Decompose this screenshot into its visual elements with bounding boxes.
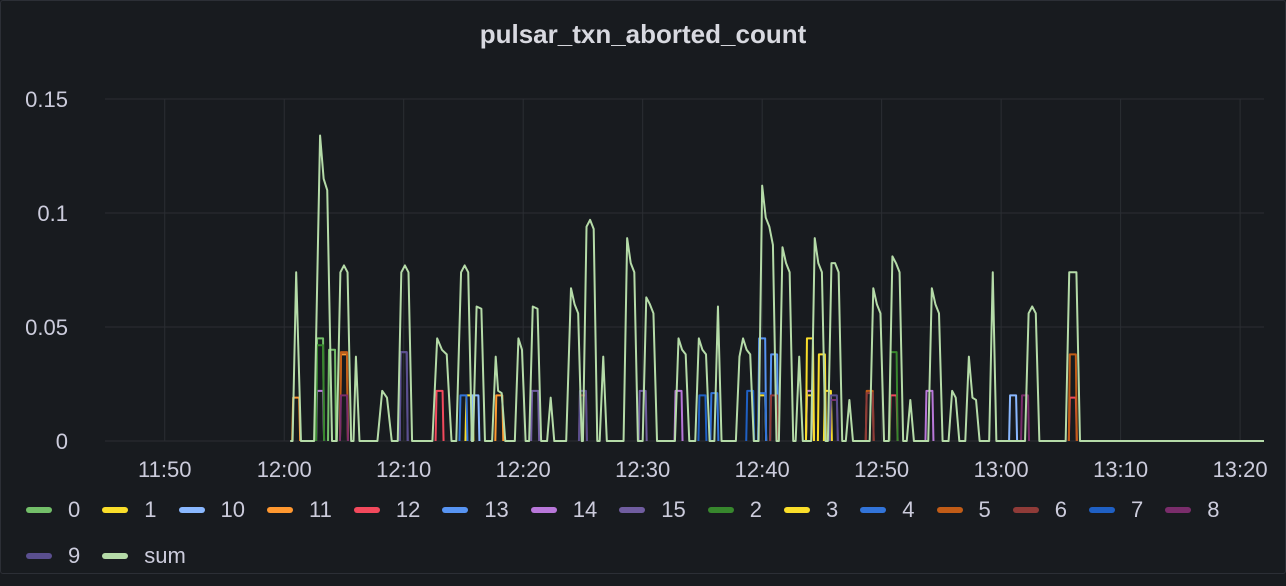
legend-item-4[interactable]: 4 — [860, 494, 915, 526]
legend-label: 1 — [144, 497, 157, 522]
legend-label: 14 — [572, 497, 598, 522]
legend-swatch — [266, 507, 293, 513]
series-line-2 — [315, 344, 326, 442]
series-line-6 — [864, 392, 875, 442]
legend-label: 3 — [826, 497, 839, 522]
x-tick-label: 13:10 — [1093, 457, 1148, 482]
series-line-5 — [1067, 353, 1078, 442]
legend-label: 10 — [220, 497, 245, 522]
legend-item-10[interactable]: 10 — [178, 494, 245, 526]
legend-swatch — [936, 507, 963, 513]
chart-legend: 0 1 10 11 12 13 14 15 2 3 4 5 6 7 8 9 sum — [26, 494, 1276, 586]
legend-swatch — [784, 507, 811, 513]
legend-item-0[interactable]: 0 — [26, 494, 80, 526]
x-tick-label: 12:50 — [854, 457, 909, 482]
y-axis: 0 0.05 0.1 0.15 — [25, 87, 68, 454]
y-tick-label: 0.05 — [25, 315, 68, 340]
legend-item-3[interactable]: 3 — [784, 494, 838, 526]
legend-swatch — [26, 507, 52, 513]
legend-item-15[interactable]: 15 — [619, 494, 686, 526]
legend-label: 4 — [902, 497, 915, 522]
legend-item-6[interactable]: 6 — [1012, 494, 1068, 526]
x-tick-label: 13:20 — [1213, 457, 1268, 482]
series-line-9 — [828, 394, 839, 442]
y-tick-label: 0 — [56, 429, 68, 454]
legend-swatch — [102, 507, 129, 513]
legend-label: 8 — [1207, 497, 1220, 522]
legend-item-13[interactable]: 13 — [442, 494, 509, 526]
series-line-10 — [1008, 394, 1019, 442]
legend-swatch — [1089, 507, 1116, 513]
legend-item-5[interactable]: 5 — [936, 494, 991, 526]
legend-label: 15 — [661, 497, 686, 522]
legend-label: 7 — [1131, 497, 1144, 522]
legend-swatch — [1012, 507, 1039, 513]
x-tick-label: 12:20 — [496, 457, 551, 482]
legend-swatch — [1165, 507, 1192, 513]
series-lines — [290, 134, 1264, 442]
legend-swatch — [178, 507, 205, 513]
series-line-7 — [697, 394, 708, 442]
legend-item-11[interactable]: 11 — [266, 494, 332, 526]
chart-plot-area: 0 0.05 0.1 0.15 11:50 12:00 12:10 12:20 12:30 12… — [25, 87, 1268, 482]
legend-label: 11 — [308, 497, 332, 522]
legend-item-sum[interactable]: sum — [102, 540, 186, 572]
legend-swatch — [102, 553, 129, 559]
series-line-9 — [398, 351, 409, 442]
legend-label: 6 — [1054, 497, 1068, 522]
legend-item-2[interactable]: 2 — [707, 494, 763, 526]
legend-item-14[interactable]: 14 — [530, 494, 598, 526]
legend-item-9[interactable]: 9 — [26, 540, 80, 572]
x-tick-label: 12:40 — [735, 457, 790, 482]
legend-label: 13 — [484, 497, 509, 522]
legend-swatch — [707, 507, 734, 513]
series-line-3 — [804, 337, 815, 442]
series-line-4 — [458, 394, 469, 442]
x-tick-label: 12:30 — [615, 457, 670, 482]
legend-swatch — [860, 507, 887, 513]
grid-lines — [105, 98, 1264, 442]
series-line-15 — [637, 389, 648, 442]
legend-label: 2 — [749, 497, 763, 522]
series-line-0 — [327, 348, 338, 442]
legend-item-1[interactable]: 1 — [102, 494, 157, 526]
legend-label: 0 — [68, 497, 81, 522]
legend-swatch — [619, 507, 646, 513]
legend-label: sum — [144, 543, 186, 568]
y-tick-label: 0.1 — [37, 201, 68, 226]
chart-title: pulsar_txn_aborted_count — [479, 19, 807, 49]
series-line-sum — [290, 134, 1264, 442]
legend-swatch — [353, 507, 380, 513]
legend-label: 9 — [68, 543, 81, 568]
legend-item-7[interactable]: 7 — [1089, 494, 1143, 526]
x-tick-label: 11:50 — [138, 457, 191, 482]
legend-swatch — [26, 553, 52, 559]
x-axis: 11:50 12:00 12:10 12:20 12:30 12:40 12:50 13:00… — [138, 457, 1268, 482]
series-line-8 — [1020, 394, 1031, 442]
legend-label: 5 — [978, 497, 991, 522]
legend-item-12[interactable]: 12 — [353, 494, 421, 526]
y-tick-label: 0.15 — [25, 87, 68, 112]
series-line-6 — [769, 394, 780, 442]
legend-label: 12 — [395, 497, 421, 522]
x-tick-label: 13:00 — [974, 457, 1029, 482]
legend-swatch — [442, 507, 469, 513]
x-tick-label: 12:00 — [257, 457, 312, 482]
series-line-8 — [338, 394, 349, 442]
series-line-4 — [709, 392, 720, 442]
legend-item-8[interactable]: 8 — [1165, 494, 1220, 526]
legend-swatch — [530, 507, 557, 513]
series-line-12 — [434, 389, 445, 442]
x-tick-label: 12:10 — [376, 457, 431, 482]
series-line-15 — [530, 389, 541, 442]
